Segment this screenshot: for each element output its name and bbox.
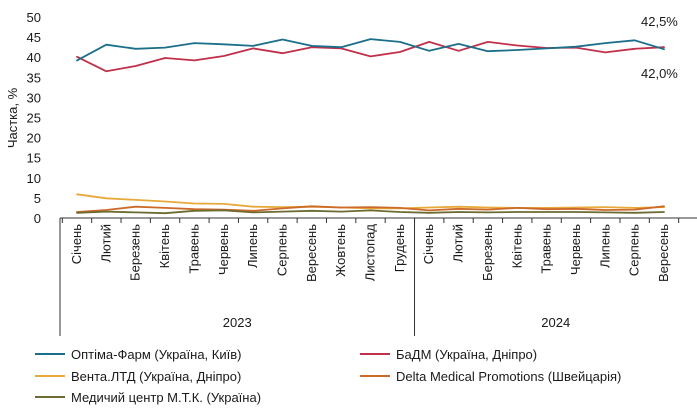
x-tick-label: Січень bbox=[69, 224, 84, 264]
x-tick-label: Серпень bbox=[274, 224, 289, 276]
x-tick-label: Квітень bbox=[509, 224, 524, 269]
x-tick-label: Травень bbox=[539, 224, 554, 274]
x-tick-label: Квітень bbox=[157, 224, 172, 269]
year-label: 2024 bbox=[541, 315, 570, 330]
y-axis: 0 5 10 15 20 25 30 35 40 45 50 bbox=[27, 10, 41, 226]
y-tick-label: 45 bbox=[27, 30, 41, 45]
annotations: 42,5% 42,0% bbox=[641, 14, 678, 81]
year-label: 2023 bbox=[223, 315, 252, 330]
x-tick-label: Вересень bbox=[304, 224, 319, 282]
y-tick-label: 10 bbox=[27, 171, 41, 186]
y-axis-title: Частка, % bbox=[5, 87, 20, 148]
legend-label: БаДМ (Україна, Дніпро) bbox=[396, 347, 537, 362]
legend-label: Медичий центр М.Т.К. (Україна) bbox=[71, 390, 261, 405]
x-tick-label: Листопад bbox=[363, 224, 378, 282]
x-tick-label: Червень bbox=[568, 224, 583, 275]
series-line bbox=[76, 193, 665, 210]
x-tick-label: Січень bbox=[421, 224, 436, 264]
x-tick-label: Березень bbox=[128, 224, 143, 281]
x-tick-label: Жовтень bbox=[333, 224, 348, 277]
x-tick-label: Лютий bbox=[98, 224, 113, 262]
x-tick-label: Грудень bbox=[392, 224, 407, 272]
x-tick-label: Травень bbox=[186, 224, 201, 274]
y-tick-label: 25 bbox=[27, 111, 41, 126]
y-tick-label: 5 bbox=[34, 191, 41, 206]
y-tick-label: 40 bbox=[27, 50, 41, 65]
end-value-label: 42,5% bbox=[641, 14, 678, 29]
y-tick-label: 0 bbox=[34, 211, 41, 226]
series-line bbox=[76, 209, 665, 215]
y-tick-label: 50 bbox=[27, 10, 41, 25]
x-tick-label: Лютий bbox=[451, 224, 466, 262]
x-tick-label: Липень bbox=[245, 224, 260, 268]
legend-label: Delta Medical Promotions (Швейцарія) bbox=[396, 369, 621, 384]
y-tick-label: 20 bbox=[27, 131, 41, 146]
x-axis: Січень Лютий Березень Квітень Травень Червень… bbox=[59, 217, 697, 336]
x-tick-label: Червень bbox=[216, 224, 231, 275]
x-tick-label: Липень bbox=[597, 224, 612, 268]
legend-label: Вента.ЛТД (Україна, Дніпро) bbox=[71, 369, 241, 384]
plot-area bbox=[76, 38, 665, 215]
x-tick-label: Вересень bbox=[656, 224, 671, 282]
legend: Оптіма-Фарм (Україна, Київ) БаДМ (Україна… bbox=[35, 347, 621, 405]
y-tick-label: 35 bbox=[27, 70, 41, 85]
series-line bbox=[76, 205, 665, 213]
legend-label: Оптіма-Фарм (Україна, Київ) bbox=[71, 347, 241, 362]
x-tick-label: Серпень bbox=[627, 224, 642, 276]
x-tick-label: Березень bbox=[480, 224, 495, 281]
end-value-label: 42,0% bbox=[641, 66, 678, 81]
y-tick-label: 30 bbox=[27, 90, 41, 105]
y-tick-label: 15 bbox=[27, 151, 41, 166]
series-line bbox=[76, 38, 665, 62]
